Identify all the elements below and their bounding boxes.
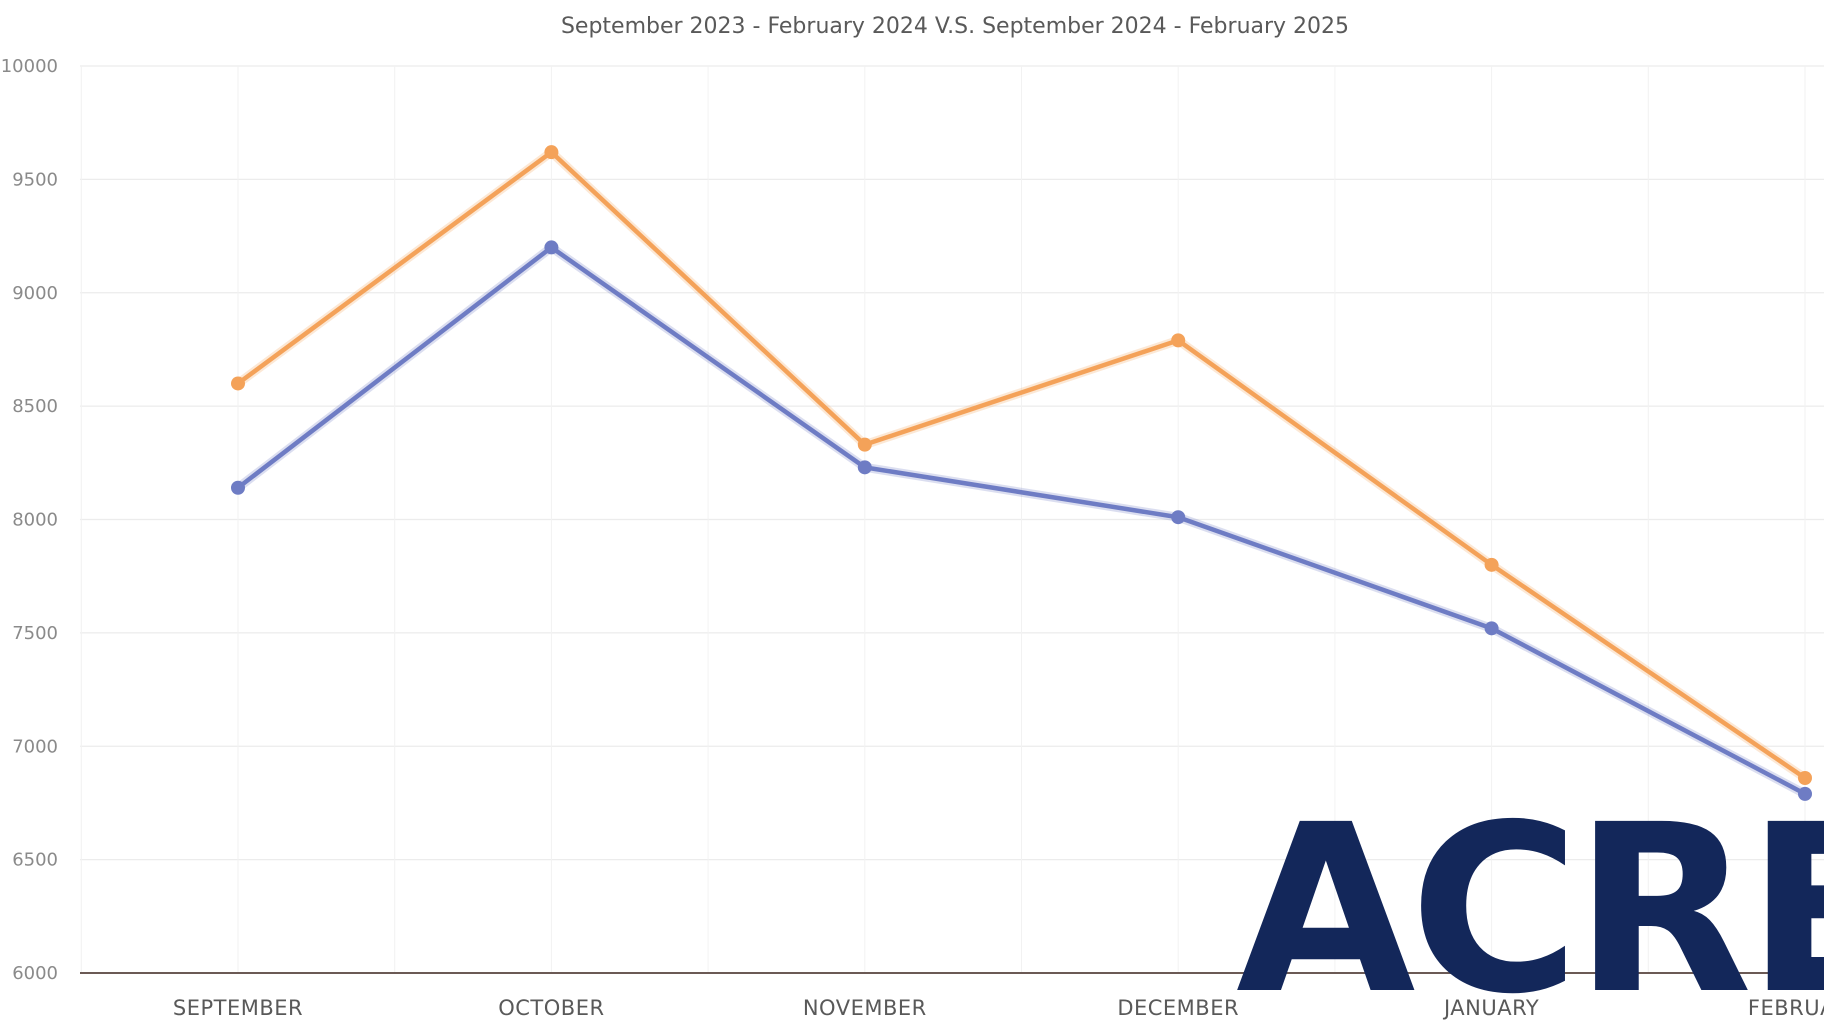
x-axis-ticks: SEPTEMBER OCTOBER NOVEMBER DECEMBER JANUARY F… — [173, 996, 1824, 1020]
x-tick-label: FEBRUARY — [1748, 996, 1824, 1020]
y-tick-label: 10000 — [1, 56, 58, 77]
data-point — [231, 480, 245, 495]
series-lines — [231, 145, 1812, 801]
data-point — [544, 145, 559, 160]
acresh-logo: ACRESH — [1236, 775, 1824, 1026]
chart-title: September 2023 - February 2024 V.S. Sept… — [561, 14, 1349, 39]
data-point — [231, 376, 245, 391]
x-tick-label: NOVEMBER — [803, 996, 927, 1020]
x-tick-label: OCTOBER — [498, 996, 604, 1020]
y-tick-label: 7500 — [12, 623, 58, 644]
watermark-logo: ACRESH — [1236, 775, 1824, 1026]
y-tick-label: 8500 — [12, 396, 58, 417]
data-point — [1171, 333, 1186, 348]
data-point — [544, 240, 559, 255]
y-tick-label: 7000 — [12, 736, 58, 757]
x-tick-label: JANUARY — [1442, 996, 1539, 1020]
series-line — [235, 245, 1808, 797]
data-point — [1484, 621, 1499, 636]
y-tick-label: 8000 — [12, 510, 58, 531]
x-tick-label: DECEMBER — [1117, 996, 1239, 1020]
series-1 — [231, 145, 1812, 785]
data-point — [1171, 510, 1186, 525]
data-point — [1798, 786, 1812, 801]
data-point — [857, 437, 872, 452]
y-tick-label: 9500 — [12, 169, 58, 190]
series-line — [235, 149, 1808, 781]
data-point — [1484, 557, 1499, 572]
y-tick-label: 6000 — [12, 963, 58, 984]
y-tick-label: 6500 — [12, 850, 58, 871]
y-tick-label: 9000 — [12, 283, 58, 304]
gridlines — [80, 65, 1824, 973]
data-point — [857, 460, 872, 475]
data-point — [1798, 770, 1812, 785]
series-2 — [231, 240, 1812, 801]
x-tick-label: SEPTEMBER — [173, 996, 303, 1020]
y-axis-ticks: 6000 6500 7000 7500 8000 8500 9000 9500 10000 — [1, 56, 58, 984]
